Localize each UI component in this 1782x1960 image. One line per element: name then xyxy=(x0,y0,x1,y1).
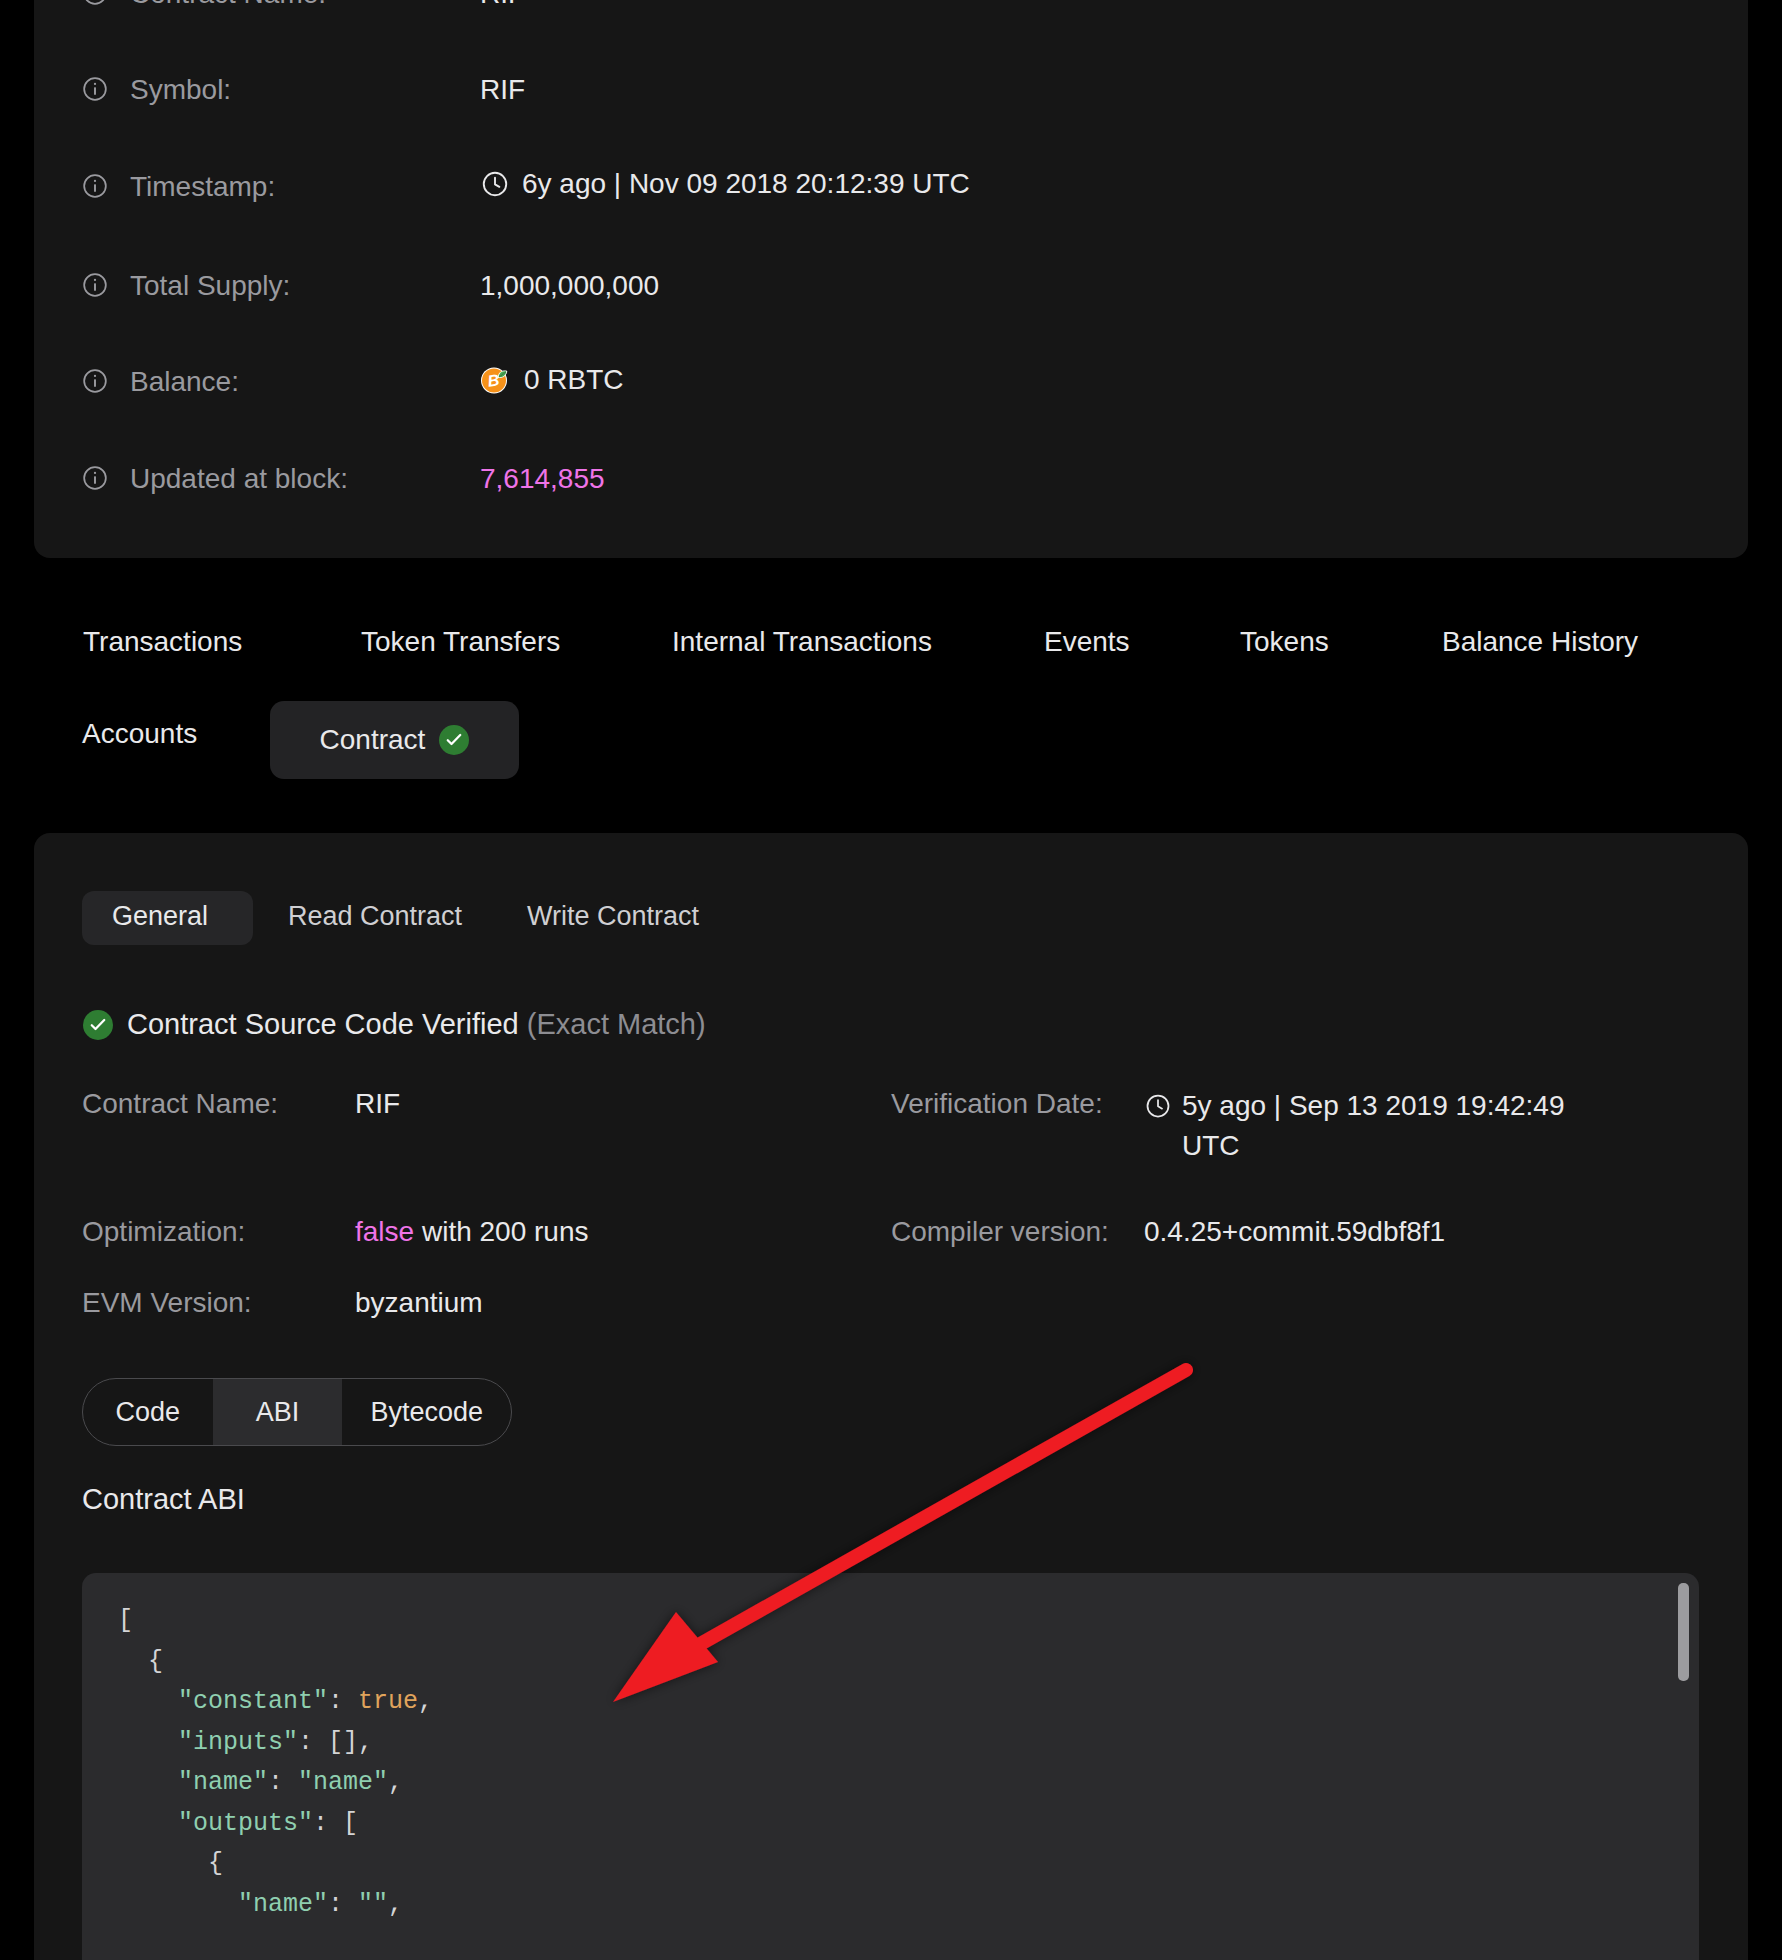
svg-text:B: B xyxy=(487,371,501,389)
